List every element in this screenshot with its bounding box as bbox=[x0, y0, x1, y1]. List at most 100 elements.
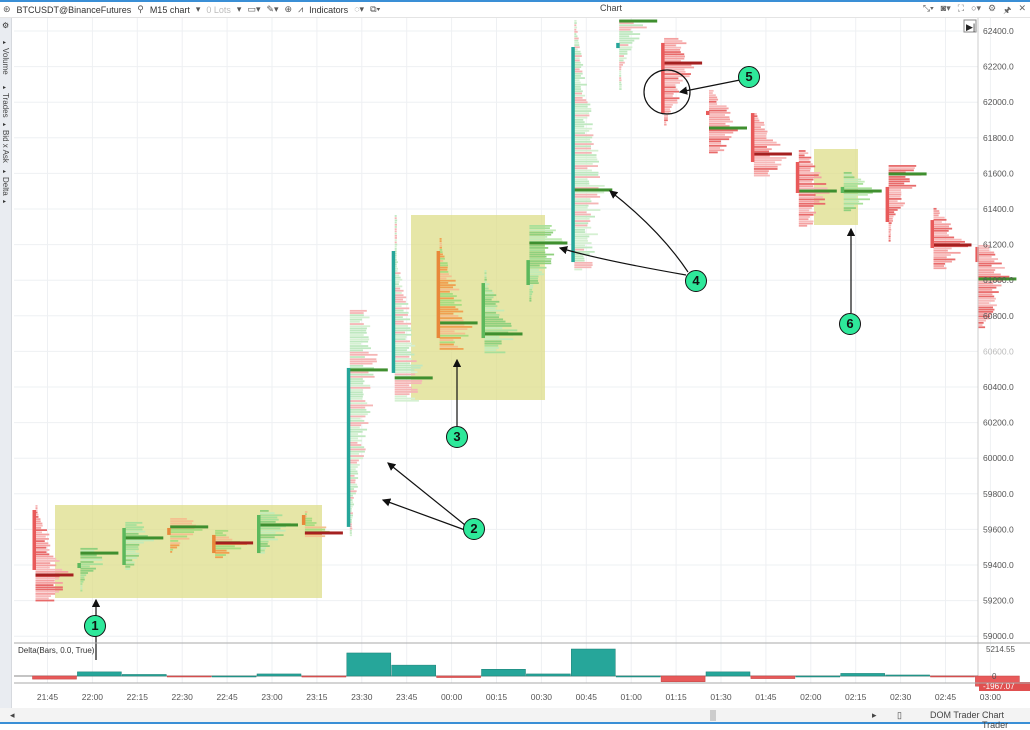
poc-line bbox=[484, 332, 523, 336]
profile-row bbox=[574, 261, 593, 264]
window-icon[interactable]: ⧉▾ bbox=[370, 4, 381, 14]
profile-row bbox=[35, 595, 51, 598]
profile-row bbox=[574, 57, 580, 60]
profile-row bbox=[484, 283, 490, 286]
chevron-down-icon[interactable]: ▾ bbox=[195, 4, 201, 14]
profile-row bbox=[664, 64, 692, 67]
profile-row bbox=[349, 389, 364, 391]
search-icon[interactable]: ⚲ bbox=[137, 4, 144, 14]
arrow-icon[interactable]: ▸ bbox=[3, 85, 7, 91]
time-label: 22:00 bbox=[82, 692, 104, 702]
circle-icon[interactable]: ○▾ bbox=[971, 3, 982, 13]
profile-row bbox=[529, 253, 555, 256]
profile-row bbox=[35, 553, 50, 556]
annotation-6: 6 bbox=[839, 313, 861, 335]
profile-row bbox=[574, 19, 577, 22]
profile-row bbox=[215, 532, 223, 534]
profile-row bbox=[170, 542, 181, 545]
profile-row bbox=[978, 313, 992, 315]
profile-row bbox=[574, 63, 584, 66]
delta-bar bbox=[166, 675, 212, 678]
scroll-left-icon[interactable]: ◂ bbox=[10, 710, 15, 720]
symbol-label[interactable]: BTCUSDT@BinanceFutures bbox=[16, 4, 132, 15]
profile-row bbox=[215, 551, 230, 554]
profile-row bbox=[484, 305, 498, 308]
volume-profile bbox=[301, 511, 343, 538]
candle-body bbox=[706, 110, 710, 116]
fullscreen-icon[interactable]: ⛶ bbox=[957, 3, 965, 13]
profile-row bbox=[619, 85, 622, 88]
scroll-to-end-button[interactable] bbox=[963, 19, 977, 33]
profile-row bbox=[664, 51, 681, 53]
dom-trader-button[interactable]: DOM Trader bbox=[930, 710, 980, 720]
price-label: 62200.0 bbox=[983, 62, 1014, 72]
profile-row bbox=[349, 391, 363, 394]
profile-row bbox=[35, 520, 41, 523]
profile-row bbox=[439, 257, 445, 260]
profile-row bbox=[349, 463, 360, 466]
profile-row bbox=[170, 551, 173, 553]
profile-row bbox=[574, 52, 582, 55]
chart-trader-button[interactable]: Chart Trader bbox=[982, 710, 1009, 730]
time-label: 22:30 bbox=[172, 692, 194, 702]
profile-row bbox=[35, 566, 50, 569]
profile-row bbox=[753, 159, 782, 162]
camera-icon[interactable]: ◙▾ bbox=[940, 3, 951, 13]
sidebar-item-volume[interactable]: Volume bbox=[1, 48, 10, 75]
profile-row bbox=[349, 373, 374, 376]
gear-icon[interactable]: ⚙ bbox=[2, 21, 10, 30]
collapse-icon[interactable]: ⤡▾ bbox=[922, 3, 934, 13]
chart-canvas[interactable]: ▶| 62400.062200.062000.061800.061600.0614… bbox=[0, 0, 1030, 708]
delta-bar bbox=[750, 675, 796, 679]
profile-row bbox=[574, 96, 583, 99]
profile-row bbox=[574, 191, 605, 194]
gear-icon[interactable]: ⚙ bbox=[988, 3, 997, 13]
zoom-icon[interactable]: ⊕ bbox=[284, 4, 293, 14]
profile-row bbox=[439, 249, 443, 251]
profile-row bbox=[798, 224, 808, 227]
profile-row bbox=[125, 530, 146, 533]
profile-row bbox=[664, 119, 668, 122]
arrow-icon[interactable]: ▸ bbox=[3, 199, 7, 205]
profile-row bbox=[439, 299, 462, 302]
profile-row bbox=[574, 79, 580, 82]
arrow-icon[interactable]: ▸ bbox=[3, 40, 7, 46]
profile-row bbox=[439, 339, 454, 342]
profile-row bbox=[798, 156, 812, 159]
profile-row bbox=[933, 236, 955, 239]
scroll-right-icon[interactable]: ▸ bbox=[872, 710, 877, 720]
profile-row bbox=[484, 349, 497, 352]
profile-row bbox=[798, 163, 813, 166]
pin-icon[interactable]: 🖈 bbox=[1003, 5, 1012, 15]
indicators-button[interactable]: Indicators bbox=[309, 4, 349, 15]
profile-row bbox=[484, 336, 500, 338]
arrow-icon[interactable]: ▸ bbox=[3, 169, 7, 175]
timeframe-select[interactable]: M15 chart bbox=[149, 4, 190, 15]
monitor-icon[interactable]: ▭▾ bbox=[247, 4, 261, 14]
circle-icon[interactable]: ◌▾ bbox=[354, 4, 365, 14]
profile-row bbox=[35, 571, 69, 573]
profile-row bbox=[933, 234, 949, 237]
profile-row bbox=[349, 446, 365, 449]
lots-select[interactable]: 0 Lots bbox=[206, 4, 231, 15]
pencil-icon[interactable]: ✎▾ bbox=[266, 4, 279, 14]
scrollbar-thumb[interactable] bbox=[710, 710, 716, 721]
chevron-down-icon[interactable]: ▾ bbox=[236, 4, 242, 14]
sidebar-item-trades[interactable]: Trades bbox=[1, 93, 10, 118]
calendar-icon[interactable]: ▯ bbox=[897, 710, 902, 720]
sidebar-item-delta[interactable]: Delta bbox=[1, 177, 10, 196]
profile-row bbox=[798, 172, 821, 174]
profile-row bbox=[978, 319, 986, 322]
profile-row bbox=[933, 214, 939, 217]
profile-row bbox=[888, 215, 894, 218]
profile-row bbox=[843, 187, 872, 190]
profile-row bbox=[439, 345, 458, 348]
profile-row bbox=[978, 271, 995, 274]
annotation-3: 3 bbox=[446, 426, 468, 448]
sidebar-item-bid-ask[interactable]: Bid x Ask bbox=[1, 130, 10, 163]
profile-row bbox=[798, 207, 812, 210]
arrow-icon[interactable]: ▸ bbox=[3, 122, 7, 128]
profile-row bbox=[80, 547, 98, 550]
close-icon[interactable]: ✕ bbox=[1018, 3, 1026, 13]
poc-line bbox=[529, 241, 568, 245]
